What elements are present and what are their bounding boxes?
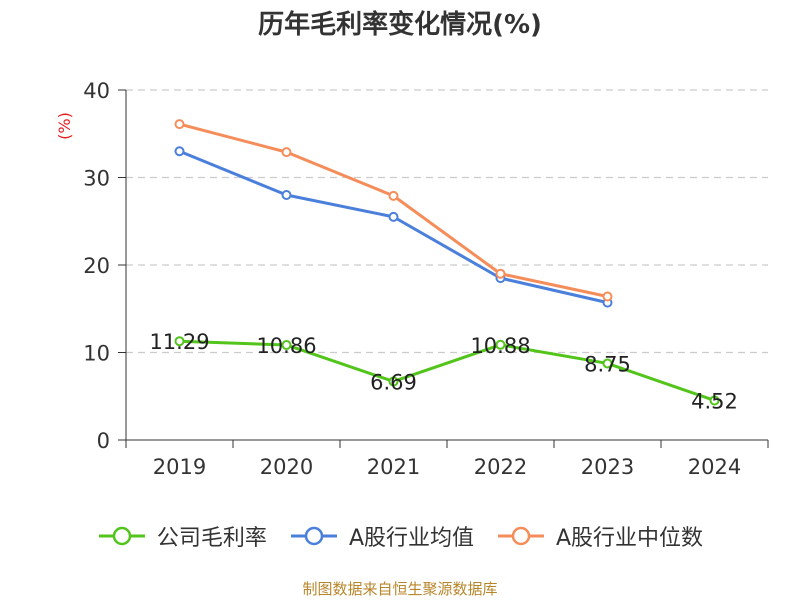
company-gross-margin-point — [602, 358, 613, 369]
company-gross-margin-point — [174, 336, 185, 347]
data-label: 6.69 — [370, 370, 417, 394]
industry-median-point — [388, 190, 399, 201]
y-tick-label: 40 — [83, 79, 110, 103]
x-tick-label: 2019 — [153, 455, 206, 479]
company-gross-margin-point — [281, 339, 292, 350]
legend-item-industry-average[interactable]: A股行业均值 — [289, 520, 474, 552]
data-label: 10.88 — [470, 334, 530, 358]
legend-marker-icon — [498, 526, 544, 546]
industry-median-line — [179, 122, 608, 298]
chart-title: 历年毛利率变化情况(%) — [258, 10, 542, 40]
data-label: 10.86 — [256, 334, 316, 358]
industry-average-point — [388, 211, 399, 222]
industry-average-line — [178, 149, 608, 305]
x-tick-label: 2020 — [260, 455, 313, 479]
legend-label: A股行业均值 — [348, 526, 474, 551]
data-label: 11.29 — [149, 330, 209, 354]
legend-item-industry-median[interactable]: A股行业中位数 — [496, 520, 703, 552]
x-tick-label: 2024 — [688, 455, 741, 479]
legend-marker-icon — [290, 526, 337, 546]
industry-average-point — [174, 146, 185, 157]
company-gross-margin-point — [495, 339, 506, 350]
x-tick-label: 2021 — [367, 455, 420, 479]
industry-median-point — [281, 147, 292, 158]
chart-legend: 公司毛利率 A股行业均值 A股行业中位数 — [0, 518, 800, 554]
y-tick-label: 10 — [83, 342, 110, 366]
industry-median-point — [174, 119, 185, 130]
industry-average-point — [281, 190, 292, 200]
industry-median-point — [495, 268, 506, 279]
legend-marker-icon — [98, 526, 145, 546]
legend-label: 公司毛利率 — [156, 526, 267, 551]
y-axis-unit-label: (%) — [55, 112, 74, 140]
legend-label: A股行业中位数 — [556, 526, 704, 551]
y-tick-label: 20 — [83, 254, 110, 278]
company-gross-margin-line — [179, 339, 715, 402]
company-gross-margin-point — [709, 395, 720, 406]
legend-item-company-gross-margin[interactable]: 公司毛利率 — [97, 520, 267, 552]
data-label: 4.52 — [691, 389, 738, 413]
source-footnote: 制图数据来自恒生聚源数据库 — [302, 580, 498, 598]
y-tick-label: 0 — [97, 429, 110, 453]
data-label: 8.75 — [584, 352, 631, 376]
y-tick-label: 30 — [83, 167, 110, 191]
industry-median-point — [602, 291, 613, 302]
x-tick-label: 2022 — [474, 455, 527, 479]
x-tick-label: 2023 — [581, 455, 634, 479]
company-gross-margin-point — [388, 376, 399, 387]
